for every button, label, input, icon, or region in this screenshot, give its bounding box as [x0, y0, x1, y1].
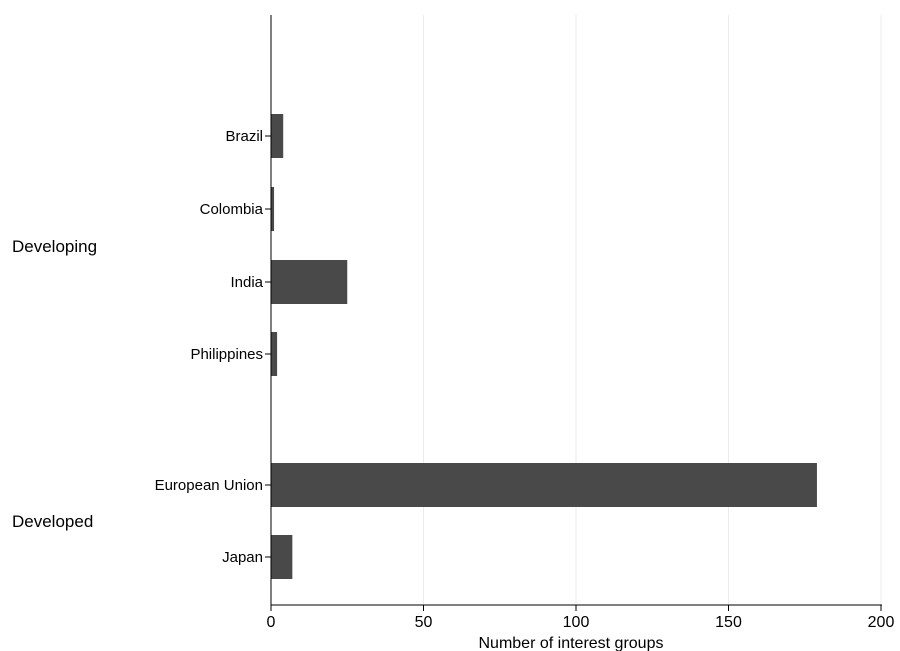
x-tick-label: 0 [267, 614, 276, 631]
bar [271, 260, 348, 304]
bars [271, 114, 817, 579]
bar [271, 114, 284, 158]
x-tick-label: 200 [868, 614, 895, 631]
category-label: Brazil [225, 128, 263, 145]
x-axis-title: Number of interest groups [479, 635, 664, 651]
bar [271, 535, 293, 579]
bar [271, 187, 275, 231]
grid-lines [423, 15, 882, 605]
bar [271, 463, 817, 507]
category-label: Colombia [200, 201, 264, 218]
category-label: Philippines [190, 346, 263, 363]
x-tick-label: 50 [415, 614, 433, 631]
category-label: India [230, 274, 263, 291]
group-labels: Developing Developed [12, 237, 97, 531]
x-ticks: 0 50 100 150 200 [267, 605, 895, 631]
category-labels: Brazil Colombia India Philippines European U… [155, 128, 271, 566]
bar [271, 332, 278, 376]
category-label: Japan [222, 549, 263, 566]
x-tick-label: 150 [715, 614, 742, 631]
group-label: Developing [12, 237, 97, 256]
group-label: Developed [12, 512, 93, 531]
category-label: European Union [155, 477, 263, 494]
x-tick-label: 100 [563, 614, 590, 631]
